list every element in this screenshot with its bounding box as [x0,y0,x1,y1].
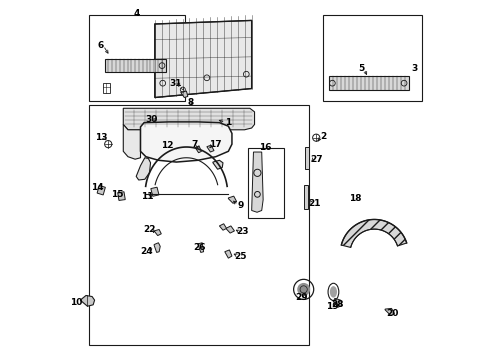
Polygon shape [195,146,201,153]
Text: 21: 21 [307,199,320,208]
Text: 20: 20 [385,309,398,318]
Text: 18: 18 [349,194,361,203]
Text: 7: 7 [191,140,198,149]
Polygon shape [154,243,160,252]
Polygon shape [251,152,263,212]
Text: 28: 28 [331,300,343,309]
Text: 12: 12 [161,141,173,150]
Bar [202,126,211,131]
Bar [328,76,408,90]
Polygon shape [155,115,167,123]
Text: 22: 22 [143,225,155,234]
Bar [247,148,284,218]
Polygon shape [225,226,234,233]
Text: 14: 14 [91,183,103,192]
Polygon shape [333,298,341,307]
Polygon shape [154,229,161,235]
Ellipse shape [329,286,336,298]
Text: 30: 30 [145,115,157,124]
Polygon shape [123,125,140,159]
Polygon shape [140,122,231,162]
Bar [323,15,421,101]
Polygon shape [155,21,251,98]
Polygon shape [80,296,94,306]
Polygon shape [212,160,223,169]
Polygon shape [228,196,236,203]
Polygon shape [136,158,150,180]
Text: 16: 16 [259,143,271,152]
Text: 1: 1 [225,118,231,127]
Text: 29: 29 [295,293,307,302]
Polygon shape [206,145,214,152]
Text: 11: 11 [141,192,154,201]
Polygon shape [123,108,254,130]
Bar [88,15,185,101]
Text: 9: 9 [237,201,244,210]
Text: 27: 27 [309,155,322,164]
Bar [102,83,110,93]
Text: 10: 10 [70,298,82,307]
Text: 25: 25 [234,252,246,261]
Polygon shape [150,187,159,196]
Bar [88,105,308,345]
Text: 23: 23 [236,228,248,237]
Text: 5: 5 [357,64,364,73]
Polygon shape [198,243,203,252]
Polygon shape [97,185,105,195]
Polygon shape [180,91,187,98]
Text: 3: 3 [411,64,417,73]
Text: 13: 13 [95,133,107,142]
Polygon shape [219,224,226,230]
Text: 2: 2 [320,132,326,141]
Circle shape [161,121,164,123]
Text: 26: 26 [193,243,205,252]
Polygon shape [118,192,125,201]
Bar [304,147,308,168]
Bar [202,140,211,145]
Polygon shape [341,220,406,247]
Bar [303,185,307,210]
Text: 31: 31 [169,80,182,89]
Bar [202,148,211,152]
Circle shape [297,283,309,296]
Text: 4: 4 [133,9,140,18]
Circle shape [155,116,158,119]
Polygon shape [224,250,231,258]
Text: 8: 8 [187,98,193,107]
Bar [202,134,211,138]
Bar [104,59,165,72]
Polygon shape [201,123,212,157]
Circle shape [164,117,167,120]
Text: 6: 6 [97,41,103,50]
Text: 19: 19 [325,302,338,311]
Text: 24: 24 [141,247,153,256]
Text: 17: 17 [208,140,221,149]
Text: 15: 15 [111,190,123,199]
Polygon shape [384,309,394,316]
